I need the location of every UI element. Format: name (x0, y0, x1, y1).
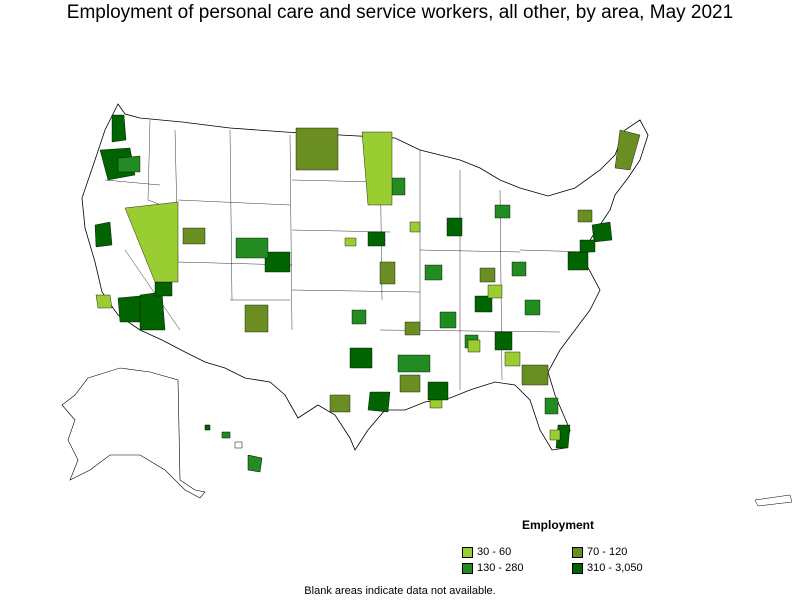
legend-item-130-280: 130 - 280 (462, 562, 523, 574)
area-wichita (379, 261, 396, 285)
area-nevada (124, 201, 179, 283)
area-connecticut (577, 209, 593, 223)
area-utah (182, 227, 206, 245)
area-louisiana (399, 374, 421, 393)
legend-item-30-60: 30 - 60 (462, 546, 511, 558)
area-albuquerque (244, 304, 269, 333)
area-chicago (446, 217, 463, 237)
legend-label: 30 - 60 (477, 546, 512, 558)
area-florida-south (549, 429, 561, 441)
area-boise (117, 155, 141, 173)
legend-swatch (572, 546, 583, 558)
area-detroit (494, 204, 511, 219)
area-alabama-south (467, 339, 481, 353)
area-kansas-city (367, 231, 386, 247)
puerto-rico (754, 494, 793, 507)
areas-130-280 (117, 155, 559, 415)
area-california-coast (95, 294, 113, 309)
legend-label: 310 - 3,050 (587, 562, 643, 574)
area-florida-panhandle (429, 399, 443, 409)
area-los-angeles (117, 295, 143, 323)
legend-swatch (462, 562, 473, 574)
area-oklahoma (351, 309, 367, 325)
area-georgia-south (504, 351, 521, 367)
legend-label: 70 - 120 (587, 546, 628, 558)
area-jacksonville (521, 364, 549, 386)
area-colorado-springs (235, 237, 269, 259)
areas-70-120 (182, 127, 641, 413)
map-title: Employment of personal care and service … (66, 2, 734, 23)
area-sacramento (94, 221, 113, 248)
alaska-outline (61, 367, 206, 499)
area-new-york (591, 221, 613, 243)
area-minneapolis (389, 177, 406, 196)
legend-label: 130 - 280 (477, 562, 524, 574)
area-dallas (349, 347, 373, 369)
area-memphis (439, 311, 457, 329)
area-maine (614, 129, 641, 171)
legend-item-70-120: 70 - 120 (572, 546, 627, 558)
area-philadelphia (579, 239, 596, 253)
area-columbus (511, 261, 527, 277)
area-austin (329, 394, 351, 413)
area-st-louis (424, 264, 443, 281)
area-kentucky (479, 267, 496, 283)
area-denver (264, 251, 291, 273)
area-nebraska (344, 237, 357, 247)
area-phoenix (139, 291, 166, 331)
area-las-vegas (154, 281, 173, 297)
area-mississippi (397, 354, 431, 373)
legend: Employment 30 - 60 70 - 120 130 - 280 31… (462, 518, 662, 578)
footnote: Blank areas indicate data not available. (304, 585, 496, 597)
legend-swatch (572, 562, 583, 574)
area-montana-east (295, 127, 339, 171)
area-nashville (474, 295, 493, 313)
area-washington (567, 251, 589, 271)
area-new-orleans (427, 381, 449, 401)
legend-swatch (462, 546, 473, 558)
area-seattle (111, 114, 127, 143)
hawaii-islands (204, 424, 263, 473)
legend-item-310-3050: 310 - 3,050 (572, 562, 643, 574)
area-iowa (409, 221, 421, 233)
area-kentucky-east (487, 284, 503, 299)
area-north-dakota-east (361, 131, 393, 206)
legend-title: Employment (522, 518, 595, 532)
area-tampa (544, 397, 559, 415)
areas-30-60 (95, 131, 561, 441)
areas-310-3050 (94, 114, 613, 449)
area-houston (367, 391, 391, 413)
area-atlanta (494, 331, 513, 351)
area-arkansas (404, 321, 421, 336)
area-charlotte (524, 299, 541, 316)
